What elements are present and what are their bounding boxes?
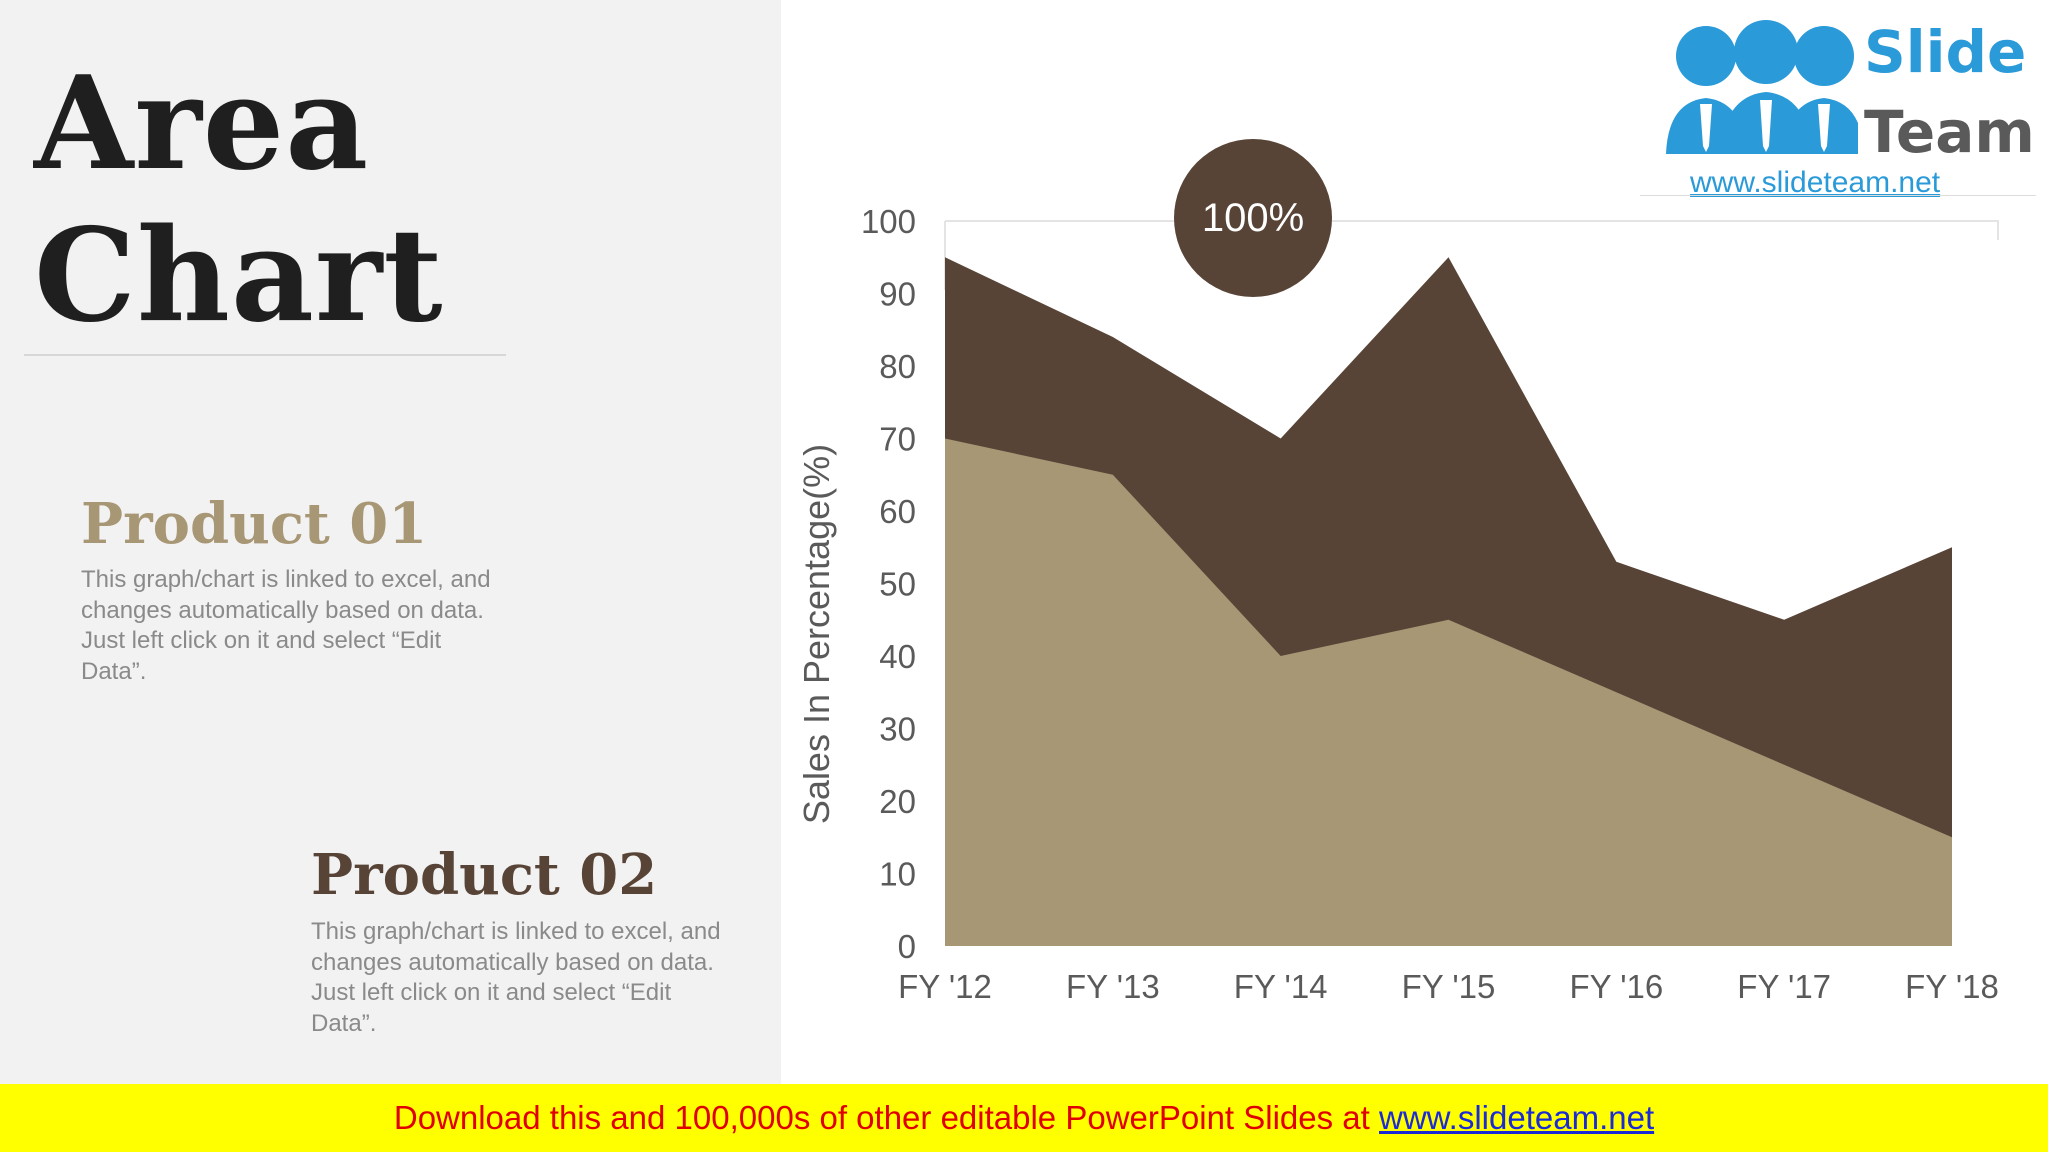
x-tick-label: FY '15 <box>1402 968 1496 1005</box>
y-tick-label: 80 <box>879 348 916 385</box>
percent-badge-text: 100% <box>1201 195 1305 240</box>
slideteam-logo <box>1640 4 2036 196</box>
x-tick-label: FY '14 <box>1234 968 1328 1005</box>
x-tick-label: FY '12 <box>898 968 992 1005</box>
y-tick-label: 50 <box>879 566 916 603</box>
download-banner: Download this and 100,000s of other edit… <box>0 1084 2048 1152</box>
y-tick-label: 100 <box>861 203 916 240</box>
y-tick-label: 30 <box>879 711 916 748</box>
left-panel <box>0 0 781 1084</box>
product-02-heading: Product 02 <box>311 842 658 908</box>
area-chart: 0 10 20 30 40 50 60 70 80 90 100 FY '12 FY '13 FY '1… <box>796 203 1999 1005</box>
product-01-description: This graph/chart is linked to excel, and… <box>81 566 491 685</box>
logo-word-slide: Slide <box>1864 18 2027 86</box>
x-tick-label: FY '13 <box>1066 968 1160 1005</box>
page-title: Area Chart <box>34 48 443 352</box>
product-02-description: This graph/chart is linked to excel, and… <box>311 918 721 1037</box>
y-tick-label: 40 <box>879 638 916 675</box>
percent-badge: 100% <box>1174 139 1332 297</box>
y-tick-label: 10 <box>879 856 916 893</box>
area-series-product-01 <box>945 438 1952 946</box>
y-tick-label: 90 <box>879 276 916 313</box>
page-title-line2: Chart <box>34 201 444 351</box>
title-divider <box>24 354 506 356</box>
y-axis-label: Sales In Percentage(%) <box>796 444 837 824</box>
x-tick-label: FY '16 <box>1569 968 1663 1005</box>
logo-divider <box>1640 195 2036 196</box>
logo-word-team: Team <box>1864 98 2035 166</box>
x-tick-label: FY '17 <box>1737 968 1831 1005</box>
banner-link[interactable]: www.slideteam.net <box>1379 1099 1655 1136</box>
logo-url-link[interactable]: www.slideteam.net <box>1690 166 1941 199</box>
plot-frame <box>944 220 1999 290</box>
y-tick-label: 0 <box>898 928 916 965</box>
three-people-icon <box>1666 20 1858 154</box>
y-tick-label: 60 <box>879 493 916 530</box>
x-tick-label: FY '18 <box>1905 968 1999 1005</box>
page-title-line1: Area <box>34 49 370 199</box>
y-tick-label: 20 <box>879 783 916 820</box>
product-01-heading: Product 01 <box>81 491 428 557</box>
y-tick-label: 70 <box>879 421 916 458</box>
banner-text: Download this and 100,000s of other edit… <box>393 1099 1379 1136</box>
